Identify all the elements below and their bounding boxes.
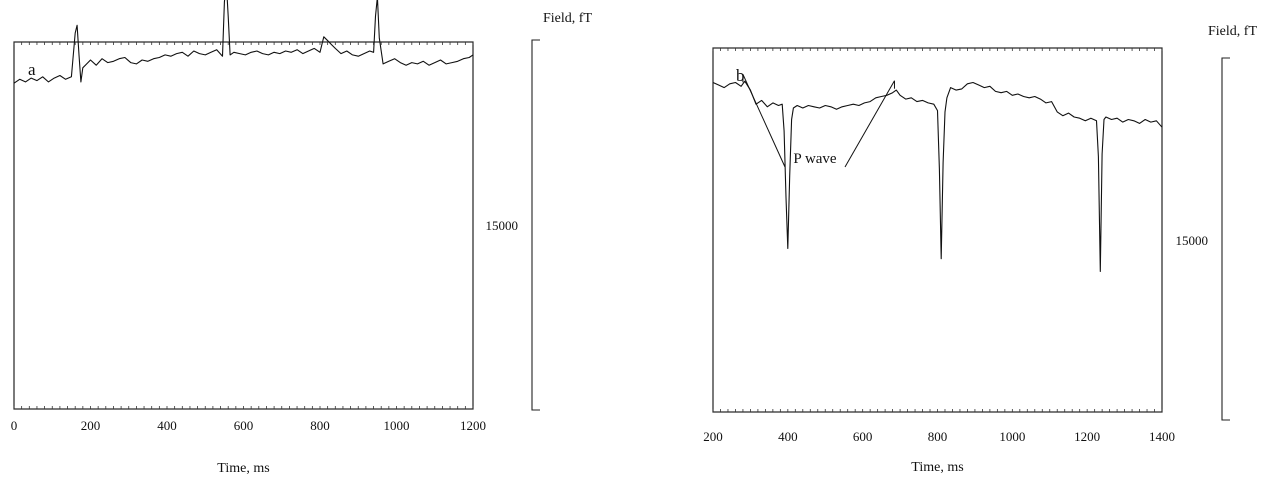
panel-b-x-tick-label: 200 bbox=[703, 429, 723, 444]
panel-a-y-axis-label: Field, fT bbox=[543, 11, 592, 26]
panel-b-x-tick-label: 800 bbox=[928, 429, 948, 444]
panel-a-x-tick-label: 0 bbox=[11, 418, 18, 433]
panel-b-x-tick-label: 1400 bbox=[1149, 429, 1175, 444]
panel-a-frame bbox=[13, 41, 474, 410]
panel-b-panel-label: b bbox=[736, 66, 745, 85]
panel-b-annotation-label: P wave bbox=[793, 151, 837, 167]
panel-a-x-tick-label: 1000 bbox=[384, 418, 410, 433]
panel-b-signal-trace bbox=[712, 80, 1163, 273]
panel-b-y-axis-label: Field, fT bbox=[1208, 24, 1257, 39]
panel-a-panel-label: a bbox=[28, 60, 36, 79]
panel-a-x-tick-label: 200 bbox=[81, 418, 101, 433]
panel-b-scale-bar bbox=[1221, 57, 1230, 421]
panel-b-x-tick-label: 400 bbox=[778, 429, 798, 444]
panel-a-x-tick-label: 600 bbox=[234, 418, 254, 433]
panel-b-x-tick-label: 1000 bbox=[999, 429, 1025, 444]
panel-b-annotation-pointer bbox=[844, 80, 895, 168]
panel-b-x-tick-label: 1200 bbox=[1074, 429, 1100, 444]
panel-b-scale-bar-value: 15000 bbox=[1176, 233, 1209, 248]
panel-b-x-axis-label: Time, ms bbox=[911, 460, 963, 475]
panel-b-annotation-pointer bbox=[742, 74, 786, 168]
panel-a-signal-trace bbox=[13, 0, 474, 84]
panel-b-frame bbox=[712, 47, 1163, 413]
panel-a-x-tick-label: 1200 bbox=[460, 418, 486, 433]
panel-b-x-tick-label: 600 bbox=[853, 429, 873, 444]
panel-a-x-tick-label: 800 bbox=[310, 418, 330, 433]
panel-a-x-axis-label: Time, ms bbox=[217, 461, 269, 476]
panel-a-scale-bar-value: 15000 bbox=[486, 218, 519, 233]
panel-a-scale-bar bbox=[531, 39, 540, 411]
panel-a-x-tick-label: 400 bbox=[157, 418, 177, 433]
